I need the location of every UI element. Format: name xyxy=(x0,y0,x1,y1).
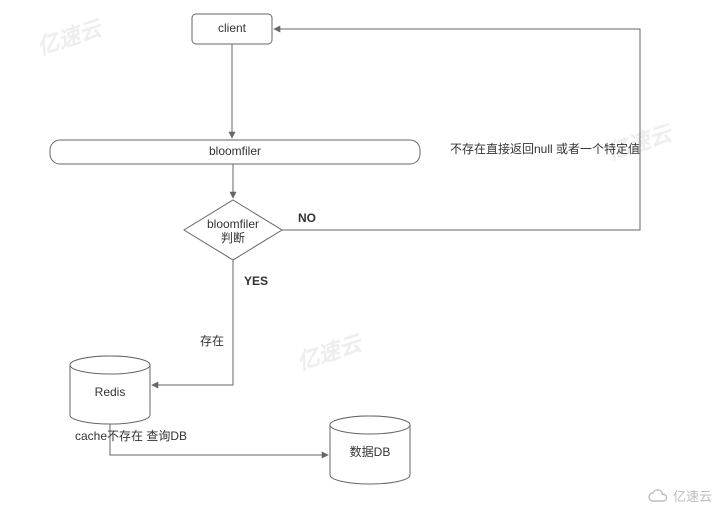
node-decision-label1: bloomfiler xyxy=(207,217,259,231)
watermark: 亿速云 xyxy=(34,15,106,60)
label-null-return: 不存在直接返回null 或者一个特定值 xyxy=(450,141,640,156)
footer-brand-text: 亿速云 xyxy=(673,486,712,505)
node-decision-label2: 判断 xyxy=(221,230,245,245)
edge-decision-no xyxy=(274,29,640,230)
node-db-label: 数据DB xyxy=(350,444,391,459)
label-cache-miss: cache不存在 查询DB xyxy=(75,429,187,443)
label-exists: 存在 xyxy=(200,334,224,348)
node-redis-label: Redis xyxy=(95,385,126,399)
node-bloomfilter-label: bloomfiler xyxy=(209,144,261,158)
label-yes: YES xyxy=(244,274,268,288)
edge-decision-yes xyxy=(152,260,233,385)
node-client-label: client xyxy=(218,21,247,35)
flowchart-canvas: 亿速云 亿速云 亿速云 client bloomfiler bloomfiler… xyxy=(0,0,724,511)
watermark: 亿速云 xyxy=(294,330,366,375)
label-no: NO xyxy=(298,211,316,225)
footer-brand: 亿速云 xyxy=(647,486,712,505)
cloud-icon xyxy=(647,489,669,503)
